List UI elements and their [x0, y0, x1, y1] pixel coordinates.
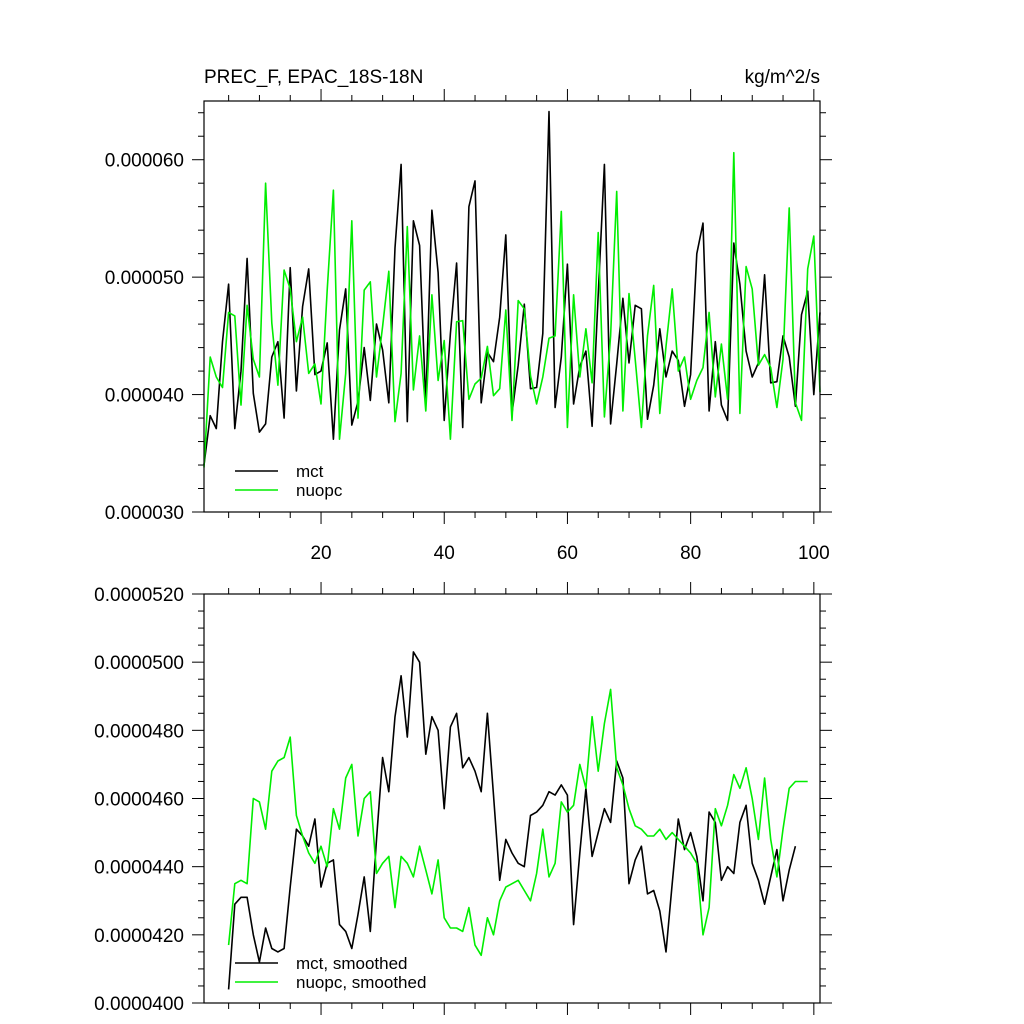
series-line-mct-smoothed [227, 651, 797, 990]
top-panel-legend: mct nuopc [235, 462, 343, 500]
y-tick-label: 0.0000480 [94, 721, 184, 742]
top-panel-title: PREC_F, EPAC_18S-18N [204, 67, 423, 88]
top-panel-units: kg/m^2/s [745, 67, 820, 88]
legend-label-mct: mct [296, 462, 324, 481]
bottom-panel-ticks [192, 582, 832, 1015]
legend-label-nuopc-smoothed: nuopc, smoothed [296, 973, 426, 992]
x-tick-label: 100 [798, 543, 830, 564]
y-tick-label: 0.0000400 [94, 994, 184, 1015]
top-panel: PREC_F, EPAC_18S-18N kg/m^2/s 0.0000300.… [105, 67, 832, 564]
top-panel-x-tick-labels: 20 40 60 80 100 [310, 543, 829, 564]
y-tick-label: 0.0000420 [94, 926, 184, 947]
x-tick-label: 80 [680, 543, 701, 564]
bottom-panel-legend: mct, smoothed nuopc, smoothed [235, 954, 426, 992]
legend-label-mct-smoothed: mct, smoothed [296, 954, 408, 973]
y-tick-label: 0.0000460 [94, 790, 184, 811]
x-tick-label: 20 [310, 543, 331, 564]
legend-label-nuopc: nuopc [296, 481, 343, 500]
y-tick-label: 0.0000440 [94, 858, 184, 879]
bottom-panel-frame [203, 593, 821, 1004]
bottom-panel-y-tick-labels: 0.0000400 0.0000420 0.0000440 0.0000460 0.00… [94, 585, 184, 1015]
top-panel-ticks [192, 89, 832, 524]
series-line-nuopc [203, 151, 821, 468]
y-tick-label: 0.000050 [105, 268, 184, 289]
x-tick-label: 60 [557, 543, 578, 564]
y-tick-label: 0.0000500 [94, 653, 184, 674]
y-tick-label: 0.0000520 [94, 585, 184, 606]
y-tick-label: 0.000030 [105, 503, 184, 524]
y-tick-label: 0.000040 [105, 386, 184, 407]
y-tick-label: 0.000060 [105, 151, 184, 172]
top-panel-series [203, 110, 821, 468]
top-panel-y-tick-labels: 0.000030 0.000040 0.000050 0.000060 [105, 151, 184, 524]
bottom-panel: 0.0000400 0.0000420 0.0000440 0.0000460 0.00… [94, 582, 832, 1015]
x-tick-label: 40 [434, 543, 455, 564]
top-panel-frame [203, 100, 821, 513]
series-line-nuopc-smoothed [227, 688, 808, 957]
bottom-panel-series [227, 651, 808, 990]
